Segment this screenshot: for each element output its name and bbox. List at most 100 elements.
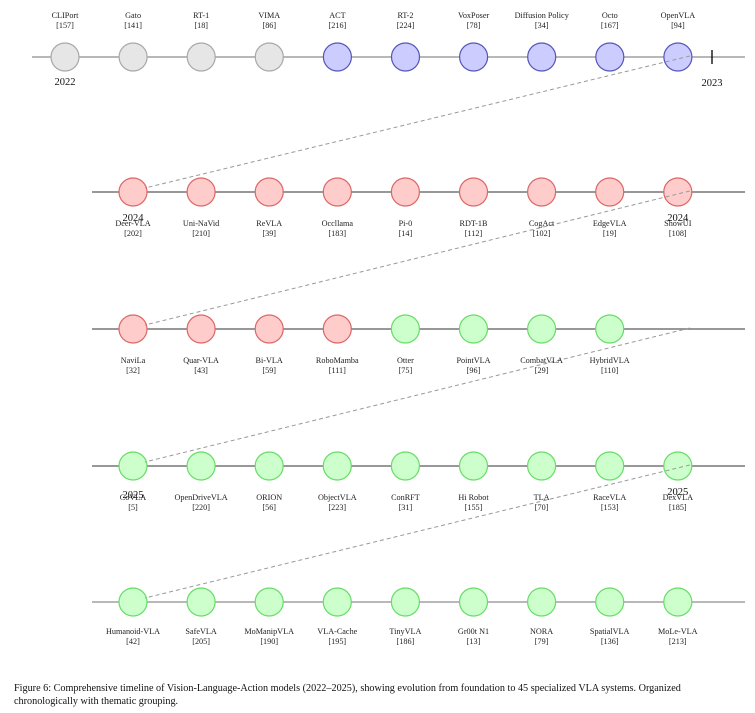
timeline-node-rt-1	[186, 42, 216, 72]
model-name-label: CombatVLA	[520, 356, 563, 365]
model-name-label: ShowUI	[664, 219, 692, 228]
timeline-node-momanipvla	[254, 587, 284, 617]
model-name-label: Otter	[397, 356, 414, 365]
model-name-label: Quar-VLA	[183, 356, 219, 365]
model-name-label: VoxPoser	[458, 11, 490, 20]
year-marker-label: 2025	[123, 490, 144, 501]
model-ref-label: [220]	[192, 503, 210, 512]
timeline-node-nora	[526, 587, 557, 617]
model-ref-label: [96]	[467, 366, 481, 375]
timeline-node-orion	[254, 451, 284, 481]
timeline-node-covla	[118, 451, 148, 481]
model-ref-label: [75]	[399, 366, 413, 375]
year-marker-label: 2022	[55, 77, 76, 88]
model-ref-label: [5]	[128, 503, 138, 512]
model-name-label: CoVLA	[120, 493, 146, 502]
model-name-label: NORA	[530, 627, 553, 636]
model-name-label: Humanoid-VLA	[106, 627, 160, 636]
model-ref-label: [202]	[124, 229, 142, 238]
row-connector-dashed-line	[144, 190, 690, 326]
model-ref-label: [29]	[535, 366, 549, 375]
timeline-node-act	[322, 42, 352, 72]
year-marker-label: 2023	[702, 78, 723, 89]
timeline-node-tla	[526, 451, 557, 481]
timeline-node-combatvla	[526, 314, 557, 344]
row-connector-dashed-line	[144, 464, 690, 599]
timeline-node-uni-navid	[186, 177, 216, 207]
timeline-node-bi-vla	[254, 314, 284, 344]
timeline-node-hi-robot	[458, 451, 489, 481]
model-ref-label: [190]	[260, 637, 278, 646]
model-ref-label: [18]	[194, 21, 208, 30]
model-ref-label: [110]	[601, 366, 619, 375]
figure-caption: Figure 6: Comprehensive timeline of Visi…	[14, 683, 681, 707]
timeline-node-navila	[118, 314, 148, 344]
model-name-label: TinyVLA	[389, 627, 421, 636]
model-name-label: Deer-VLA	[115, 219, 150, 228]
timeline-node-occllama	[322, 177, 352, 207]
model-ref-label: [86]	[262, 21, 276, 30]
timeline-node-vla-cache	[322, 587, 352, 617]
model-name-label: Occllama	[322, 219, 354, 228]
timeline-node-cogact	[526, 177, 557, 207]
timeline-node-racevla	[595, 451, 625, 481]
model-ref-label: [183]	[328, 229, 346, 238]
model-ref-label: [112]	[465, 229, 483, 238]
timeline-node-robomamba	[322, 314, 352, 344]
model-name-label: CogAct	[529, 219, 555, 228]
model-name-label: CLIPort	[52, 11, 80, 20]
timeline-node-conrft	[390, 451, 420, 481]
model-name-label: VLA-Cache	[317, 627, 357, 636]
timeline-node-deer-vla	[118, 177, 148, 207]
model-ref-label: [111]	[329, 366, 346, 375]
model-ref-label: [153]	[601, 503, 619, 512]
model-ref-label: [141]	[124, 21, 142, 30]
timeline-node-revla	[254, 177, 284, 207]
model-ref-label: [42]	[126, 637, 140, 646]
model-name-label: EdgeVLA	[593, 219, 627, 228]
model-name-label: NaviLa	[121, 356, 146, 365]
row-connector-dashed-line	[144, 55, 691, 189]
model-ref-label: [136]	[601, 637, 619, 646]
model-ref-label: [186]	[397, 637, 415, 646]
model-name-label: RDT-1B	[460, 219, 488, 228]
year-marker-label: 2025	[667, 487, 688, 498]
year-marker-label: 2024	[667, 213, 689, 224]
model-name-label: SafeVLA	[185, 627, 216, 636]
timeline-node-tinyvla	[390, 587, 420, 617]
timeline-node-vima	[254, 42, 284, 72]
model-ref-label: [59]	[262, 366, 276, 375]
model-name-label: Diffusion Policy	[515, 11, 570, 20]
year-marker-label: 2024	[123, 213, 145, 224]
timeline-node-hybridvla	[595, 314, 625, 344]
model-ref-label: [167]	[601, 21, 619, 30]
model-ref-label: [205]	[192, 637, 210, 646]
timeline-node-octo	[595, 42, 625, 72]
model-ref-label: [216]	[329, 21, 347, 30]
timeline-node-objectvla	[322, 451, 352, 481]
model-name-label: ConRFT	[391, 493, 420, 502]
timeline-node-gr00t-n1	[458, 587, 489, 617]
model-name-label: SpatialVLA	[590, 627, 630, 636]
timeline-node-quar-vla	[186, 314, 216, 344]
model-name-label: ObjectVLA	[318, 493, 357, 502]
model-name-label: ACT	[329, 11, 345, 20]
model-ref-label: [223]	[328, 503, 346, 512]
model-name-label: OpenDriveVLA	[174, 493, 227, 502]
model-ref-label: [34]	[535, 21, 549, 30]
model-name-label: Gr00t N1	[458, 627, 489, 636]
vla-timeline-diagram: CLIPort[157] Gato[141] RT-1[18] VIMA[86] ACT…	[32, 11, 745, 646]
model-ref-label: [31]	[399, 503, 413, 512]
model-name-label: Uni-NaVid	[183, 219, 219, 228]
timeline-node-otter	[390, 314, 420, 344]
timeline-node-rdt-1b	[458, 177, 489, 207]
timeline-node-pi-0	[390, 177, 420, 207]
model-name-label: PointVLA	[456, 356, 490, 365]
model-ref-label: [32]	[126, 366, 140, 375]
model-name-label: Octo	[602, 11, 618, 20]
model-name-label: OpenVLA	[661, 11, 696, 20]
model-ref-label: [185]	[669, 503, 687, 512]
model-ref-label: [224]	[397, 21, 415, 30]
model-name-label: MoLe-VLA	[658, 627, 698, 636]
model-ref-label: [14]	[399, 229, 413, 238]
